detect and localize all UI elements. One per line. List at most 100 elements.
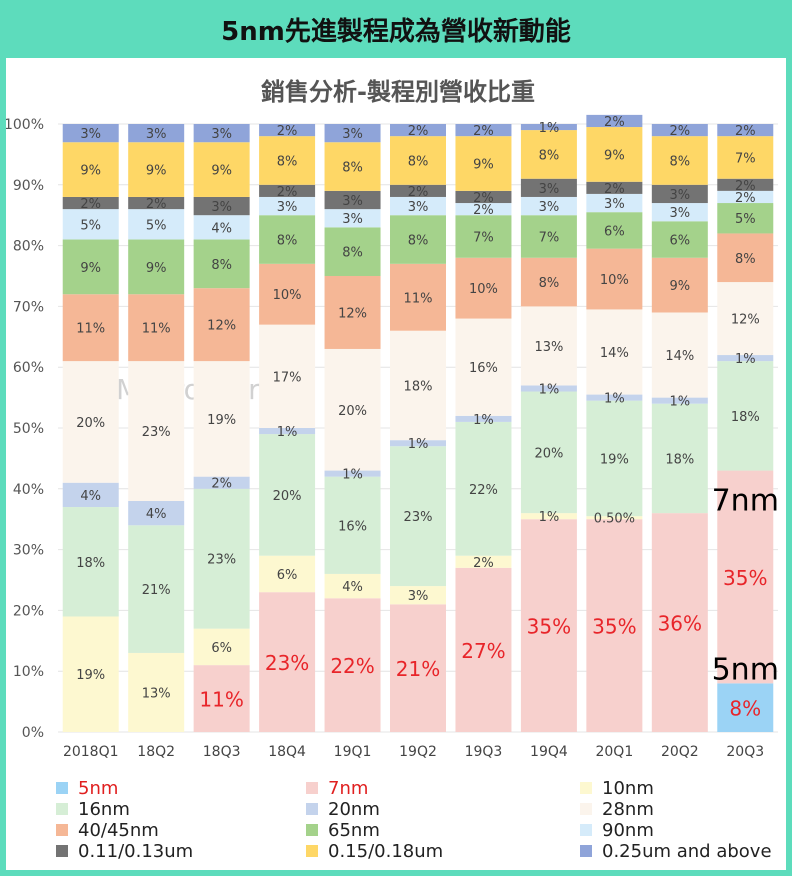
bar-segment	[390, 604, 446, 732]
bar-segment	[520, 257, 577, 307]
bar-segment	[128, 196, 185, 210]
bar-segment	[455, 136, 512, 191]
data-label: 1%	[277, 425, 298, 440]
data-label: 23%	[142, 425, 171, 440]
bar-segment	[324, 142, 381, 191]
bar-segment	[520, 130, 577, 179]
data-label: 21%	[396, 657, 440, 681]
y-tick-label: 80%	[13, 239, 44, 255]
data-label: 3%	[408, 589, 429, 604]
y-tick-label: 20%	[13, 603, 44, 619]
bar-segment	[128, 652, 185, 732]
legend-label: 16nm	[78, 799, 130, 820]
data-label: 35%	[527, 615, 571, 639]
x-tick-label: 19Q1	[334, 744, 372, 760]
data-label: 2%	[604, 115, 625, 130]
data-label: 10%	[273, 288, 302, 303]
bar-segment	[128, 124, 185, 143]
bar-segment	[259, 184, 316, 197]
bar-segment	[62, 482, 119, 508]
legend-label: 5nm	[78, 778, 118, 799]
bar-segment	[62, 616, 119, 732]
data-label: 19%	[600, 452, 629, 467]
data-label: 2%	[473, 124, 494, 139]
bar-segment	[390, 263, 446, 331]
data-label: 21%	[142, 583, 171, 598]
annotations: 7nm 5nm	[712, 484, 779, 688]
bar-segment	[651, 513, 708, 732]
y-tick-label: 60%	[13, 360, 44, 376]
bars	[62, 114, 774, 732]
bar-segment	[717, 190, 774, 204]
bar-segment	[520, 385, 577, 392]
bar-segment	[128, 142, 185, 197]
bar-segment	[586, 394, 643, 401]
data-label: 6%	[277, 568, 298, 583]
y-tick-label: 90%	[13, 178, 44, 194]
legend-swatch	[56, 782, 68, 794]
data-label: 13%	[142, 686, 171, 701]
data-label: 3%	[342, 212, 363, 227]
data-label: 2%	[735, 191, 756, 206]
bar-segment	[717, 282, 774, 356]
data-label: 14%	[665, 349, 694, 364]
legend-swatch	[56, 845, 68, 857]
data-label: 8%	[277, 154, 298, 169]
data-label: 9%	[80, 164, 101, 179]
bar-segment	[324, 124, 381, 143]
legend-label: 90nm	[602, 820, 654, 841]
data-label: 9%	[211, 164, 232, 179]
data-label: 11%	[199, 688, 243, 712]
data-label: 3%	[670, 188, 691, 203]
legend-swatch	[306, 803, 318, 815]
data-label: 3%	[277, 200, 298, 215]
x-tick-label: 18Q3	[203, 744, 241, 760]
data-label: 2%	[735, 179, 756, 194]
data-label: 18%	[404, 379, 433, 394]
bar-segment	[128, 294, 185, 362]
data-label: 3%	[211, 200, 232, 215]
data-label: 16%	[469, 361, 498, 376]
x-tick-label: 19Q4	[530, 744, 568, 760]
bar-segment	[324, 209, 381, 228]
bar-segment	[259, 324, 316, 428]
bar-segment	[390, 124, 446, 137]
stacked-bar-chart: 銷售分析-製程別營收比重 MacroMicro 0%10%20%30%40%50…	[4, 78, 779, 862]
data-label: 11%	[404, 291, 433, 306]
bar-segment	[259, 592, 316, 732]
data-label: 0.50%	[594, 512, 635, 527]
data-label: 19%	[207, 413, 236, 428]
legend-label: 7nm	[328, 778, 368, 799]
data-label: 13%	[534, 340, 563, 355]
data-label: 7%	[473, 230, 494, 245]
bar-segment	[62, 239, 119, 295]
bar-segment	[586, 248, 643, 310]
data-label: 1%	[473, 413, 494, 428]
data-label: 1%	[342, 468, 363, 483]
bar-segment	[390, 330, 446, 441]
bar-segment	[193, 476, 250, 489]
data-label: 7%	[539, 230, 560, 245]
data-label: 22%	[330, 654, 374, 678]
x-tick-label: 19Q3	[465, 744, 503, 760]
bar-segment	[128, 500, 185, 526]
data-label: 16%	[338, 519, 367, 534]
bar-segment	[259, 434, 316, 556]
legend-swatch	[56, 803, 68, 815]
bar-segment	[128, 525, 185, 653]
bar-segment	[128, 239, 185, 295]
legend-label: 65nm	[328, 820, 380, 841]
data-label: 7%	[735, 151, 756, 166]
data-label: 11%	[76, 322, 105, 337]
data-label: 9%	[80, 261, 101, 276]
bar-segment	[390, 196, 446, 216]
data-label: 2%	[735, 124, 756, 139]
data-label: 23%	[265, 651, 309, 675]
data-label: 3%	[211, 127, 232, 142]
data-label: 2%	[408, 185, 429, 200]
bar-segment	[259, 555, 316, 593]
bar-segment	[717, 136, 774, 179]
data-label: 3%	[342, 194, 363, 209]
y-tick-label: 70%	[13, 299, 44, 315]
data-label: 8%	[342, 246, 363, 261]
